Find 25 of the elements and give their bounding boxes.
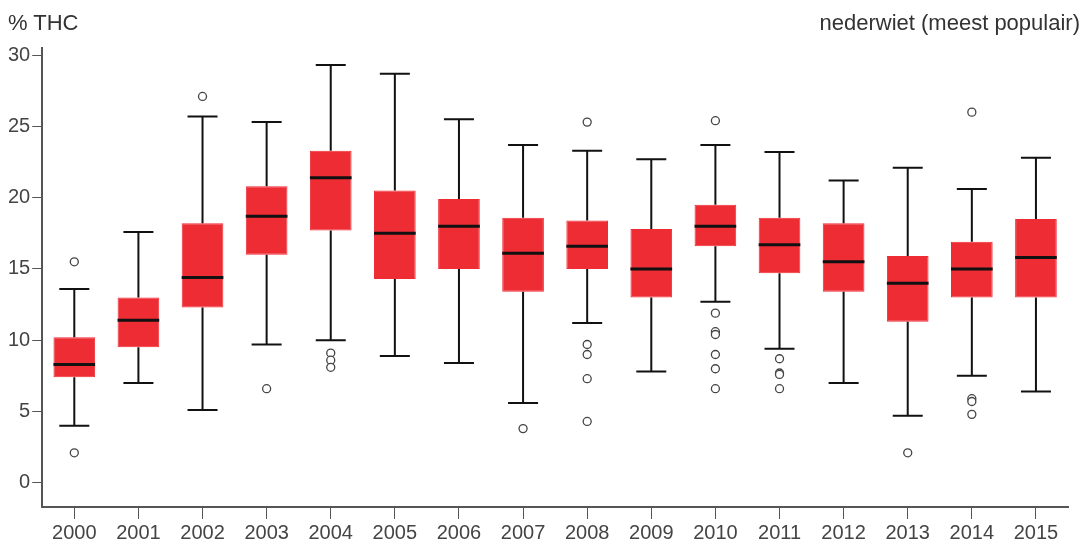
x-tick-label: 2006 — [436, 520, 482, 543]
x-tick-label: 2002 — [180, 520, 225, 543]
x-tick-label: 2007 — [500, 520, 546, 543]
x-tick-label: 2000 — [52, 520, 97, 543]
x-tick-label: 2001 — [116, 520, 161, 543]
chart-title: nederwiet (meest populair) — [819, 10, 1080, 36]
y-tick-label: 30 — [8, 42, 31, 65]
x-tick-label: 2010 — [693, 520, 738, 543]
y-tick-label: 25 — [8, 113, 31, 136]
y-tick-label: 10 — [8, 327, 31, 350]
x-tick-label: 2014 — [949, 520, 995, 543]
x-tick-label: 2009 — [629, 520, 674, 543]
x-tick-label: 2005 — [372, 520, 418, 543]
y-tick-label: 5 — [19, 399, 31, 422]
x-tick-label: 2008 — [564, 520, 610, 543]
x-tick-label: 2012 — [821, 520, 866, 543]
y-tick-label: 15 — [8, 256, 31, 279]
x-tick-label: 2015 — [1013, 520, 1059, 543]
y-axis-title: % THC — [8, 10, 79, 36]
x-tick-label: 2004 — [308, 520, 353, 543]
x-tick-label: 2013 — [885, 520, 930, 543]
y-tick-label: 0 — [19, 470, 31, 493]
x-tick-label: 2003 — [244, 520, 289, 543]
y-tick-label: 20 — [8, 185, 31, 208]
x-tick-label: 2011 — [758, 520, 802, 543]
